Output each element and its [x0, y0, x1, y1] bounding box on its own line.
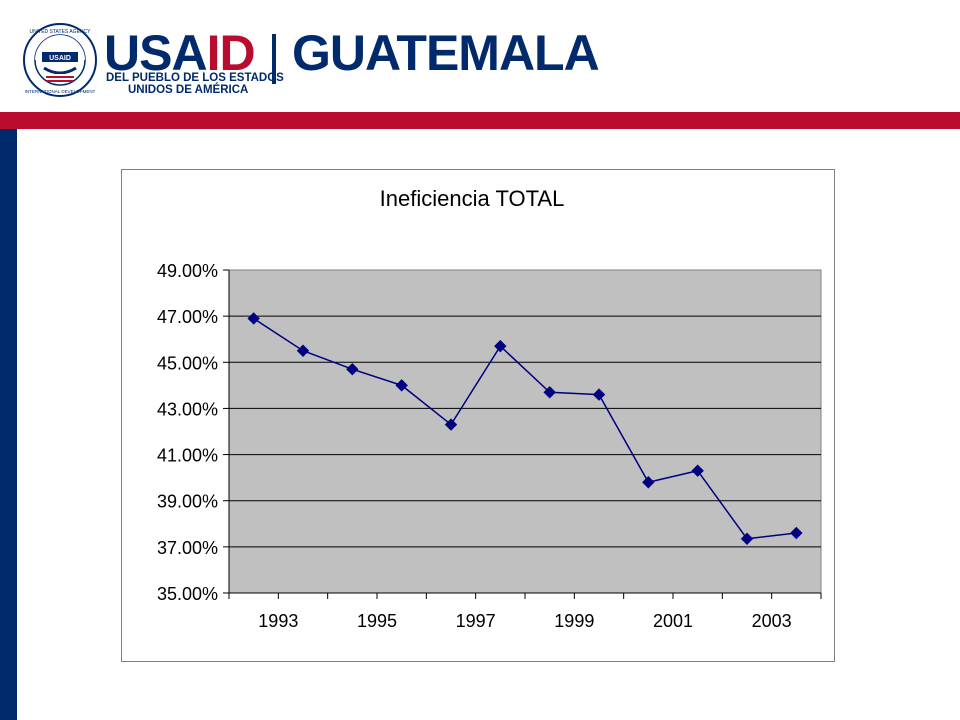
- data-point-marker: [740, 532, 754, 545]
- y-tick-label: 41.00%: [157, 446, 218, 466]
- left-navy-bar: [0, 129, 17, 720]
- brand-id: ID: [206, 25, 256, 81]
- series-polyline: [253, 317, 797, 540]
- x-tick-label: 1993: [258, 611, 298, 631]
- tagline-line-2: UNIDOS DE AMÉRICA: [128, 84, 249, 96]
- tagline-line-1: DEL PUEBLO DE LOS ESTADOS: [106, 72, 284, 84]
- data-point-marker: [494, 339, 507, 353]
- data-point-marker: [642, 476, 655, 489]
- y-tick-label: 49.00%: [157, 261, 218, 281]
- data-point-marker: [247, 312, 260, 325]
- y-axis-ticks: 35.00% 37.00% 39.00% 41.00% 43.00% 45.00% 47.0…: [157, 261, 229, 604]
- x-tick-label: 1995: [357, 611, 397, 631]
- y-tick-label: 47.00%: [157, 307, 218, 327]
- data-point-marker: [346, 363, 359, 376]
- y-tick-label: 45.00%: [157, 353, 218, 373]
- x-tick-label: 2001: [653, 611, 693, 631]
- data-point-marker: [444, 418, 458, 431]
- chart-area: Ineficiencia TOTAL 35.00% 37.00% 39.00% 41.…: [121, 169, 835, 662]
- data-point-marker: [592, 388, 606, 401]
- y-tick-label: 35.00%: [157, 584, 218, 604]
- data-point-marker: [691, 464, 704, 477]
- brand-usa: USA: [104, 25, 208, 81]
- x-tick-label: 1999: [554, 611, 594, 631]
- plot-area: [228, 269, 822, 594]
- y-tick-label: 37.00%: [157, 538, 218, 558]
- y-tick-label: 39.00%: [157, 492, 218, 512]
- chart-title: Ineficiencia TOTAL: [380, 186, 565, 211]
- x-axis-ticks: 1993 1995 1997 1999 2001 2003: [228, 593, 822, 631]
- series-markers: [247, 312, 803, 545]
- seal-text-bottom: INTERNATIONAL DEVELOPMENT: [25, 89, 96, 94]
- usaid-wordmark: USAID: [104, 25, 256, 81]
- tagline: DEL PUEBLO DE LOS ESTADOS UNIDOS DE AMÉR…: [106, 72, 284, 96]
- brand-divider: [272, 34, 276, 84]
- y-tick-label: 43.00%: [157, 399, 218, 419]
- x-tick-label: 1997: [456, 611, 496, 631]
- gridlines: [229, 315, 821, 548]
- header: USAID UNITED STATES AGENCY INTERNATIONAL…: [0, 0, 960, 112]
- country-name: GUATEMALA: [292, 25, 600, 81]
- red-band: [0, 112, 960, 129]
- data-point-marker: [395, 379, 408, 392]
- usaid-seal-icon: USAID UNITED STATES AGENCY INTERNATIONAL…: [23, 23, 97, 97]
- series-line: [253, 317, 797, 540]
- data-point-marker: [790, 526, 803, 540]
- seal-text-top: UNITED STATES AGENCY: [30, 29, 92, 35]
- data-point-marker: [296, 344, 310, 357]
- line-chart: Ineficiencia TOTAL 35.00% 37.00% 39.00% 41.…: [157, 186, 822, 631]
- x-tick-label: 2003: [752, 611, 792, 631]
- data-point-marker: [543, 386, 556, 399]
- svg-text:USAID: USAID: [49, 55, 71, 62]
